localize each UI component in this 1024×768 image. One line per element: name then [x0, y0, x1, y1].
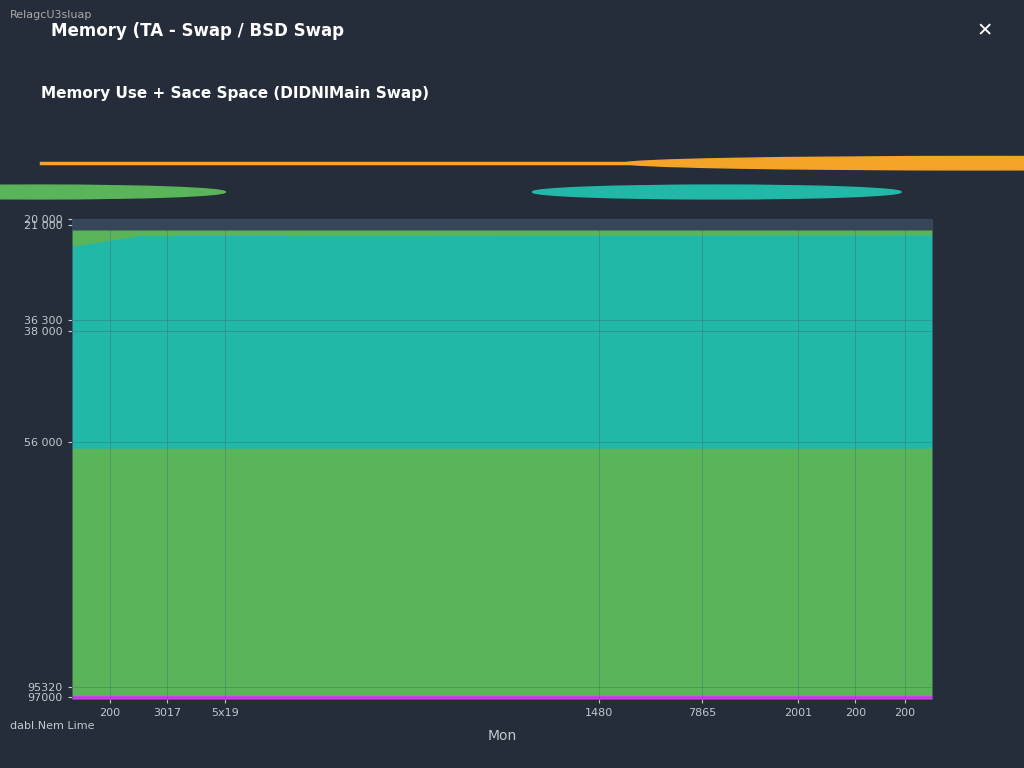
Text: ✕: ✕: [977, 22, 993, 41]
Text: Swen Monit: Swen Monit: [56, 186, 129, 198]
Text: Memory Use + Sace Space (DIDNlMain Swap): Memory Use + Sace Space (DIDNlMain Swap): [41, 86, 429, 101]
Text: Swgs Lime: Swgs Lime: [732, 186, 800, 198]
Text: dabl.Nem Lime: dabl.Nem Lime: [10, 720, 95, 731]
X-axis label: Mon: Mon: [487, 729, 516, 743]
Circle shape: [625, 157, 1024, 170]
Circle shape: [0, 185, 225, 199]
Text: Memory (TA - Swap / BSD Swap: Memory (TA - Swap / BSD Swap: [51, 22, 344, 40]
Text: RelagcU3sluap: RelagcU3sluap: [10, 11, 92, 21]
Circle shape: [532, 185, 901, 199]
